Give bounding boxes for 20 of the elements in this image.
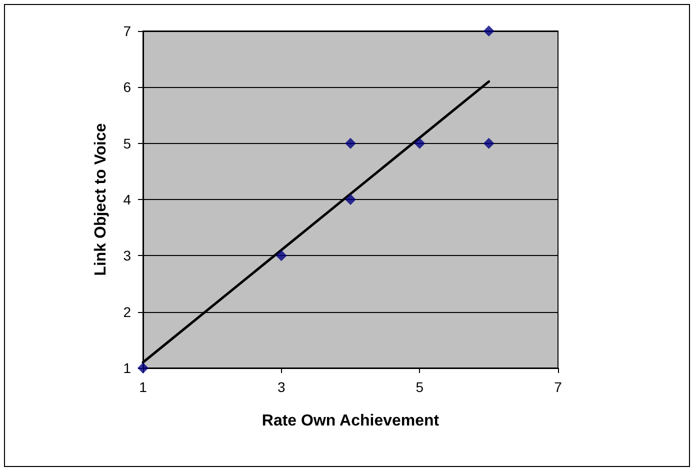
- y-tick-label: 3: [123, 248, 132, 264]
- y-tick-label: 6: [123, 79, 132, 96]
- x-tick-label: 3: [277, 379, 286, 395]
- point: [345, 194, 356, 205]
- point: [414, 138, 426, 149]
- point: [138, 362, 148, 374]
- y-tick-label: 2: [123, 304, 132, 320]
- x-tick-label: 5: [416, 379, 424, 395]
- y-tick-label: 7: [123, 23, 132, 39]
- y-tick-label: 4: [123, 192, 132, 208]
- y-tick-label: 5: [123, 135, 132, 152]
- y-tick-label: 1: [123, 360, 132, 376]
- point: [483, 138, 494, 149]
- point: [345, 138, 356, 149]
- x-axis-title: Rate Own Achievement: [262, 412, 440, 430]
- y-axis-title: Link Object to Voice: [92, 123, 110, 276]
- point: [483, 26, 494, 36]
- x-tick-label: 7: [554, 379, 562, 395]
- point: [276, 250, 287, 262]
- x-tick-label: 1: [139, 379, 148, 395]
